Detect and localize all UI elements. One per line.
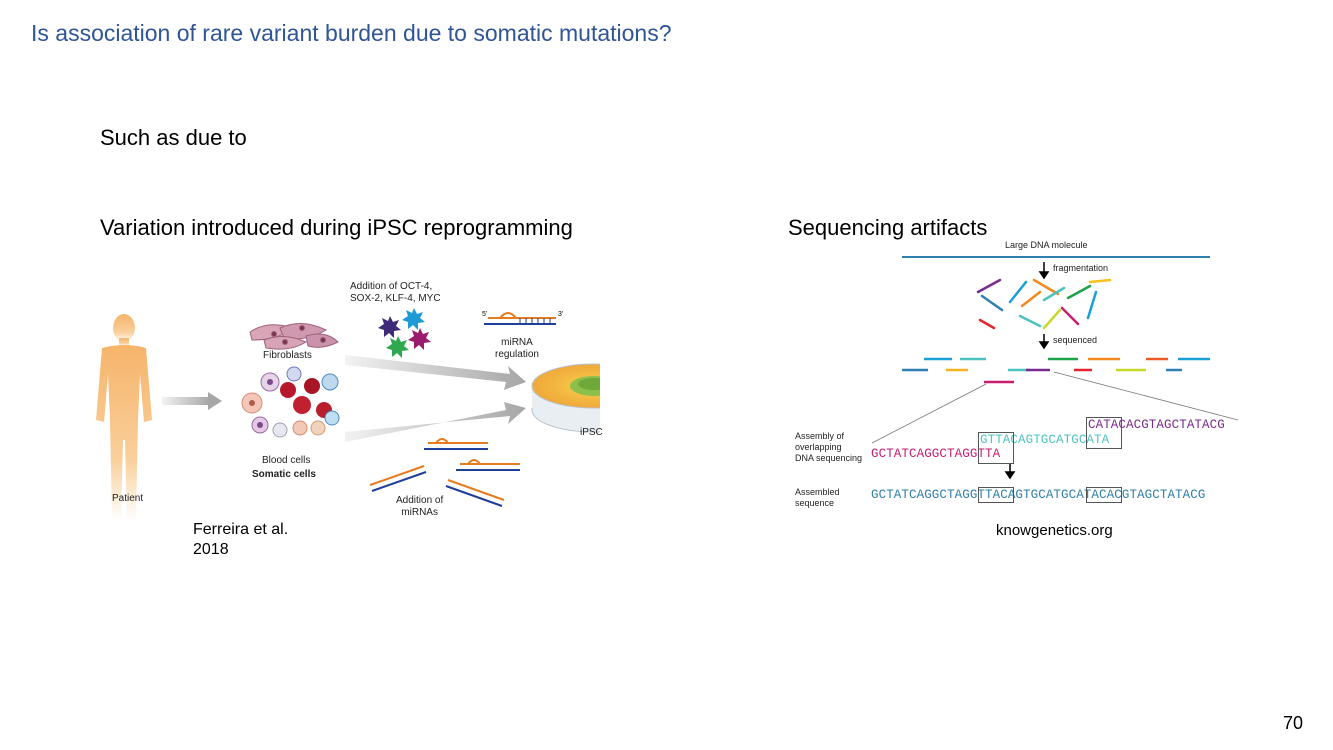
- overlap-box: [1086, 487, 1122, 503]
- somatic-cells-label: Somatic cells: [252, 469, 316, 480]
- patient-arrow: [162, 392, 222, 410]
- right-heading: Sequencing artifacts: [788, 215, 988, 240]
- sequenced-reads: [902, 357, 1210, 384]
- addition-mirnas-label: Addition of miRNAs: [396, 495, 443, 519]
- sequencing-illustration: [871, 256, 1239, 480]
- overlap-box: [978, 487, 1014, 503]
- assembled-label-line2: sequence: [795, 498, 835, 508]
- mirna-regulation-line1: miRNA: [501, 337, 533, 348]
- intro-text: Such as due to: [100, 125, 247, 150]
- mirna-duplexes: [369, 438, 520, 507]
- read-mid-sequence: GTTACAGTGCATGCATA: [980, 433, 1110, 447]
- patient-silhouette: [96, 314, 152, 520]
- sequenced-label: sequenced: [1053, 335, 1098, 345]
- assembly-label-line1: Assembly of: [795, 431, 845, 441]
- transcription-factor-icons: [378, 308, 431, 358]
- patient-label: Patient: [112, 493, 144, 504]
- overlap-box: [1086, 417, 1122, 449]
- mirna-regulation-line2: regulation: [495, 349, 539, 360]
- factors-label-line1: Addition of OCT-4,: [350, 281, 433, 292]
- assembly-label-line2: overlapping: [795, 442, 842, 452]
- read-low-sequence: GCTATCAGGCTAGGTTA: [871, 447, 1001, 461]
- sequencing-figure: Large DNA molecule fragmentation sequenc…: [790, 236, 1250, 516]
- left-heading: Variation introduced during iPSC reprogr…: [100, 215, 573, 240]
- mirna-hairpin-top: [484, 312, 556, 325]
- page-number: 70: [1283, 713, 1304, 733]
- ipsc-figure: Addition of OCT-4, SOX-2, KLF-4, MYC miR…: [80, 270, 657, 530]
- ipsc-illustration: [96, 308, 657, 520]
- ipsc-dish: [531, 363, 657, 433]
- factors-label: Addition of OCT-4, SOX-2, KLF-4, MYC: [350, 281, 441, 305]
- fibroblasts-label: Fibroblasts: [263, 350, 312, 361]
- overlap-box: [978, 432, 1014, 464]
- slide-title: Is association of rare variant burden du…: [31, 20, 672, 46]
- addition-mirnas-line1: Addition of: [396, 495, 444, 506]
- ipsc-label: iPSC: [580, 427, 603, 438]
- assembly-label: Assembly of overlapping DNA sequencing: [795, 431, 862, 464]
- addition-mirnas-line2: miRNAs: [401, 507, 438, 518]
- blood-cells: [241, 366, 340, 438]
- dna-fragments: [976, 278, 1112, 330]
- factors-label-line2: SOX-2, KLF-4, MYC: [350, 293, 441, 304]
- left-citation: Ferreira et al. 2018: [193, 520, 288, 560]
- assembled-label: Assembled sequence: [795, 487, 840, 509]
- assembled-label-line1: Assembled: [795, 487, 840, 497]
- mirna-regulation-label: miRNA regulation: [493, 337, 541, 361]
- left-citation-line1: Ferreira et al.: [193, 521, 289, 538]
- fibroblast-cells: [249, 323, 339, 350]
- strand-end-5: 5': [482, 311, 488, 318]
- right-citation: knowgenetics.org: [996, 522, 1113, 539]
- left-citation-line2: 2018: [193, 541, 229, 558]
- assembly-label-line3: DNA sequencing: [795, 453, 863, 463]
- reprogramming-arrows: [345, 355, 526, 442]
- strand-end-3: 3': [558, 311, 564, 318]
- blood-cells-label: Blood cells: [262, 455, 311, 466]
- assembled-sequence: GCTATCAGGCTAGGTTACAGTGCATGCATACACGTAGCTA…: [871, 488, 1206, 502]
- fragmentation-label: fragmentation: [1053, 263, 1109, 273]
- read-top-sequence: CATACACGTAGCTATACG: [1088, 418, 1225, 432]
- large-dna-label: Large DNA molecule: [1005, 240, 1088, 250]
- down-arrow-icon: [1004, 262, 1050, 480]
